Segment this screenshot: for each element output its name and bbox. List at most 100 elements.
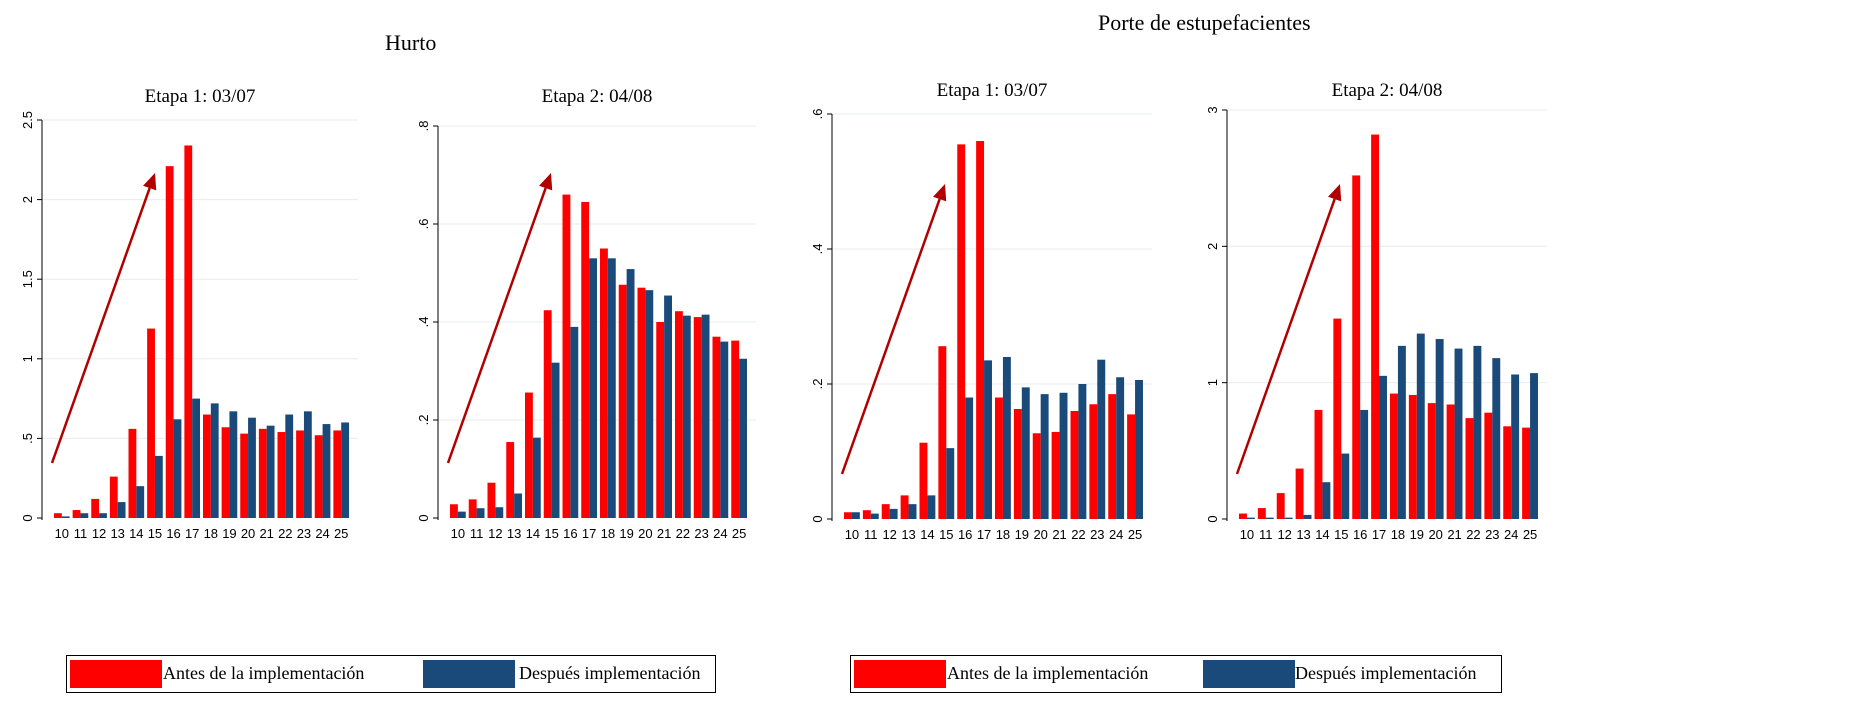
x-tick-label: 14	[129, 526, 143, 541]
trend-arrow-line	[1235, 198, 1336, 475]
x-tick-label: 19	[1410, 527, 1424, 542]
bar-after	[682, 315, 691, 518]
x-tick-label: 11	[864, 527, 878, 542]
x-tick-label: 13	[110, 526, 124, 541]
bar-before	[109, 476, 118, 518]
bar-before	[712, 336, 721, 518]
bar-before	[637, 287, 646, 518]
bar-after	[965, 397, 974, 519]
y-tick-label: .4	[416, 317, 431, 328]
bar-after	[1360, 409, 1369, 519]
bar-before	[543, 310, 552, 518]
bar-after	[1473, 345, 1482, 519]
panel-title: Etapa 1: 03/07	[937, 80, 1048, 101]
x-tick-label: 15	[939, 527, 953, 542]
bar-after	[248, 417, 256, 518]
trend-arrow-head	[933, 184, 947, 202]
bar-after	[1246, 517, 1255, 519]
bar-after	[1002, 357, 1011, 519]
bar-before	[1333, 318, 1342, 519]
x-tick-label: 12	[1277, 527, 1291, 542]
x-tick-label: 14	[1315, 527, 1329, 542]
x-tick-label: 12	[488, 526, 502, 541]
x-tick-label: 15	[544, 526, 558, 541]
bar-before	[1070, 411, 1079, 519]
legend-label-after: Después implementación	[1295, 663, 1477, 683]
y-tick-label: 1	[20, 355, 35, 362]
trend-arrow-head	[143, 173, 157, 191]
trend-arrow-line	[840, 198, 941, 475]
legend-swatch-before	[70, 660, 162, 688]
bar-before	[258, 428, 267, 518]
x-tick-label: 11	[470, 526, 484, 541]
bar-before	[1465, 418, 1474, 519]
x-tick-label: 14	[920, 527, 934, 542]
x-tick-label: 10	[1240, 527, 1254, 542]
bar-before	[203, 414, 211, 518]
bar-after	[322, 424, 331, 518]
x-tick-label: 21	[657, 526, 671, 541]
bar-before	[506, 442, 515, 518]
bar-before	[693, 317, 702, 518]
bar-before	[72, 510, 81, 518]
x-tick-label: 16	[166, 526, 180, 541]
bar-before	[450, 504, 458, 518]
legend-porte: Antes de la implementación Después imple…	[850, 655, 1502, 693]
x-tick-label: 12	[882, 527, 896, 542]
bar-after	[1435, 339, 1444, 519]
x-tick-label: 10	[845, 527, 859, 542]
bar-after	[1116, 377, 1125, 519]
bar-before	[938, 346, 947, 519]
x-tick-label: 24	[315, 526, 329, 541]
legend-swatch-after	[1203, 660, 1295, 688]
y-tick-label: 0	[20, 514, 35, 521]
bar-after	[720, 341, 729, 518]
bar-after	[1135, 379, 1143, 519]
bar-before	[128, 428, 137, 518]
x-tick-label: 10	[55, 526, 69, 541]
bar-before	[221, 427, 230, 518]
x-tick-label: 24	[1109, 527, 1123, 542]
bar-before	[1295, 468, 1304, 519]
bar-before	[277, 432, 286, 518]
bar-after	[457, 511, 466, 518]
bar-before	[314, 435, 323, 518]
y-tick-label: .5	[20, 433, 35, 444]
bar-after	[870, 513, 879, 519]
bar-before	[1522, 427, 1531, 519]
bar-before	[1108, 394, 1117, 519]
x-tick-label: 17	[185, 526, 199, 541]
x-tick-label: 21	[1447, 527, 1461, 542]
bar-before	[54, 513, 62, 518]
x-tick-label: 17	[1372, 527, 1386, 542]
x-tick-label: 13	[901, 527, 915, 542]
bar-before	[147, 328, 155, 518]
x-tick-label: 12	[92, 526, 106, 541]
bar-after	[908, 504, 917, 519]
bar-before	[1051, 431, 1060, 519]
bar-after	[1397, 345, 1406, 519]
x-tick-label: 25	[1128, 527, 1142, 542]
group-title-hurto: Hurto	[385, 30, 437, 55]
bar-after	[192, 398, 201, 518]
x-tick-label: 25	[334, 526, 348, 541]
bar-after	[1021, 387, 1030, 519]
bar-after	[1059, 392, 1068, 519]
x-tick-label: 24	[1504, 527, 1518, 542]
x-tick-label: 16	[958, 527, 972, 542]
x-tick-label: 16	[1353, 527, 1367, 542]
bar-after	[889, 508, 898, 519]
bar-after	[80, 513, 89, 518]
bar-before	[656, 322, 665, 518]
x-tick-label: 23	[1090, 527, 1104, 542]
y-tick-label: 0	[416, 514, 431, 521]
chart-panel-hurto-etapa1: Etapa 1: 03/07 0 .5 1 1.5 2 2.5 10 11 12 13 14 15 16 1…	[20, 86, 358, 541]
x-tick-label: 19	[619, 526, 633, 541]
legend-hurto: Antes de la implementación Después imple…	[66, 655, 716, 693]
bar-before	[91, 498, 100, 518]
panel-title: Etapa 2: 04/08	[542, 86, 653, 107]
bar-before	[296, 430, 304, 518]
bar-before	[1032, 433, 1041, 519]
bar-before	[1276, 493, 1285, 519]
